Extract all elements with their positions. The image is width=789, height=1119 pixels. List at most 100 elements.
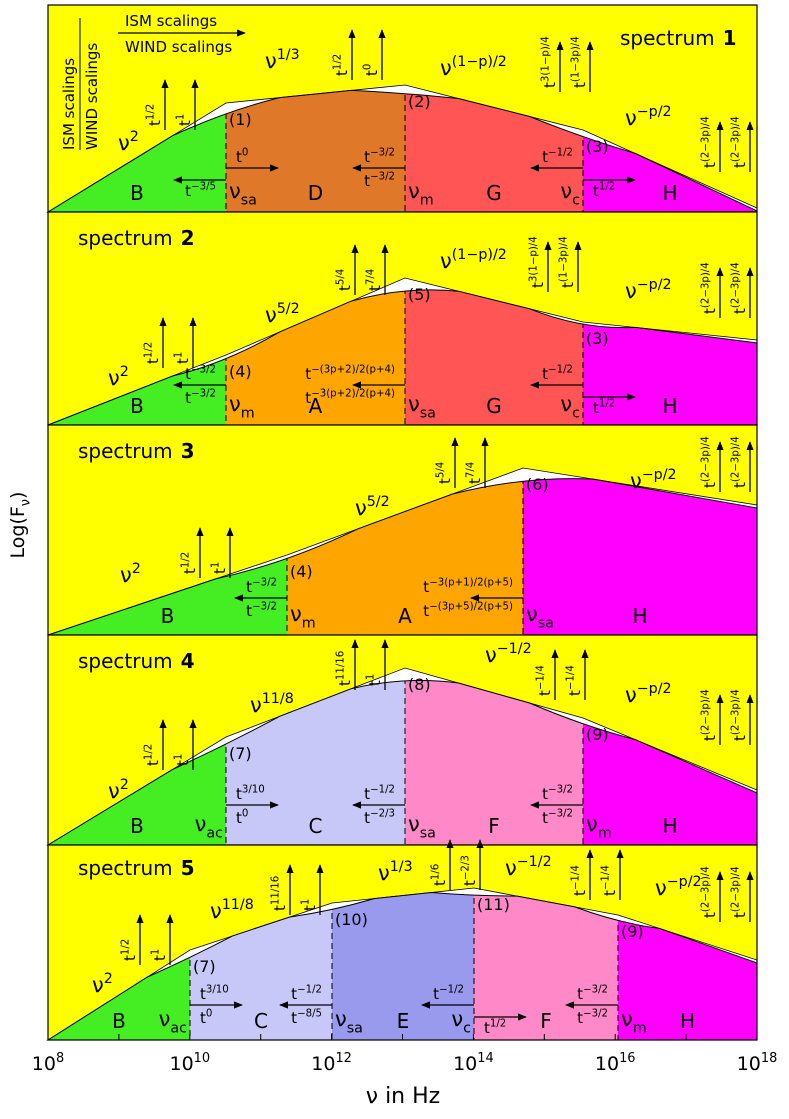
sup: (1−p)/2	[452, 247, 507, 263]
region-letter: G	[486, 181, 502, 205]
text-part: t	[364, 172, 370, 190]
x-tick-label: 1018	[737, 1051, 778, 1075]
sup: −1/2	[297, 985, 322, 996]
text-part: 10	[169, 1053, 193, 1075]
sup: 3/10	[206, 985, 229, 996]
break-id: (9)	[621, 922, 644, 941]
break-frequency: νc	[451, 1007, 471, 1036]
text-part: t	[366, 285, 384, 291]
text-part: t	[731, 912, 749, 918]
wind-scaling: t−1/4	[566, 665, 584, 696]
break-frequency: νsa	[335, 1007, 363, 1036]
panel-label: spectrum 4	[78, 649, 195, 673]
text-part: t	[701, 482, 719, 488]
ism-scaling: t1/2	[144, 744, 162, 766]
text-part: ν	[120, 563, 132, 587]
sup: 1/2	[490, 1019, 506, 1030]
power-law-slope: ν1/3	[378, 859, 413, 885]
text-part: 10	[737, 1053, 761, 1075]
text-part: t	[174, 760, 192, 766]
sup: 11/16	[271, 876, 282, 905]
text-part: 10	[311, 1053, 335, 1075]
text-part: t	[146, 120, 164, 126]
legend-ism: ISM scalings	[125, 12, 217, 30]
text-part: t	[701, 735, 719, 741]
panel-label: spectrum 1	[620, 26, 737, 50]
sup: 1	[211, 562, 222, 568]
ism-scaling: t−3/2	[185, 365, 216, 383]
sup: 1/2	[599, 399, 615, 410]
sup: 5/2	[367, 494, 390, 510]
sup: 1/2	[181, 552, 192, 568]
sup: 7/4	[366, 269, 377, 285]
sup: (2−3p)/4	[731, 689, 742, 735]
power-law-slope: ν2	[118, 129, 139, 155]
sup: 0	[242, 148, 248, 159]
text-part: ν	[159, 1007, 171, 1031]
text-part: ν	[408, 392, 420, 416]
sup: 8	[56, 1051, 64, 1066]
text-part: ν	[440, 56, 452, 80]
ism-scaling: t1/6	[431, 864, 449, 886]
break-frequency: νac	[195, 812, 223, 841]
wind-scaling: t(1−3p)/4	[571, 36, 589, 88]
wind-scaling: t−3/2	[185, 389, 216, 407]
text-part: ν	[229, 392, 241, 416]
text-part: t	[336, 680, 354, 686]
text-part: t	[121, 955, 139, 961]
text-part: t	[176, 120, 194, 126]
power-law-slope: ν11/8	[210, 897, 254, 923]
sup: −1/2	[497, 641, 532, 657]
text-part: t	[701, 162, 719, 168]
ism-scaling: t11/16	[336, 651, 354, 686]
ism-scaling: t−3/2	[577, 985, 608, 1003]
text-part: ν	[526, 602, 538, 626]
break-id: (6)	[526, 475, 549, 494]
text-part: t	[431, 880, 449, 886]
sub: m	[633, 1020, 647, 1036]
sup: (1−p)/2	[452, 54, 507, 70]
ism-scaling: t1/2	[121, 939, 139, 961]
panel-label-text: spectrum	[78, 226, 173, 250]
break-frequency: νc	[560, 179, 580, 208]
wind-scaling: t−3/2	[364, 172, 395, 190]
panel-label: spectrum 3	[78, 439, 195, 463]
break-frequency: νac	[159, 1007, 187, 1036]
smooth-spectrum	[46, 680, 758, 846]
text-part: t	[601, 890, 619, 896]
sub: ν	[19, 499, 34, 506]
wind-scaling: t(2−3p)/4	[731, 116, 749, 168]
sup: −p/2	[637, 277, 672, 293]
region	[226, 90, 405, 212]
sup: 0	[206, 1009, 212, 1020]
power-law-slope: ν5/2	[355, 494, 390, 520]
wind-scaling: t1	[366, 674, 384, 686]
ism-scaling: t−3/2	[246, 578, 277, 596]
sup: 16	[619, 1051, 635, 1066]
wind-scaling: t1	[301, 899, 319, 911]
text-part: 10	[595, 1053, 619, 1075]
text-part: ν	[625, 683, 637, 707]
text-part: ν	[440, 249, 452, 273]
sup: 3/10	[242, 785, 265, 796]
ism-scaling: t−3/2	[364, 148, 395, 166]
text-part: t	[433, 985, 439, 1003]
text-part: ν	[630, 469, 642, 493]
sup: −3/5	[191, 182, 216, 193]
ism-scaling: t−1/2	[291, 985, 322, 1003]
power-law-slope: ν2	[92, 971, 113, 997]
region-letter: B	[130, 814, 144, 838]
sup: 11/8	[222, 897, 254, 913]
text-part: t	[236, 809, 242, 827]
sup: −1/2	[517, 854, 552, 870]
ism-scaling: t(2−3p)/4	[701, 116, 719, 168]
break-id: (3)	[586, 137, 609, 156]
text-part: t	[185, 365, 191, 383]
x-tick-label: 1016	[595, 1051, 636, 1075]
sup: −p/2	[667, 874, 702, 890]
region-letter: H	[662, 394, 677, 418]
region	[332, 892, 474, 1040]
panel-label-text: spectrum	[78, 439, 173, 463]
sup: −1/4	[536, 665, 547, 690]
text-part: ν	[250, 693, 262, 717]
